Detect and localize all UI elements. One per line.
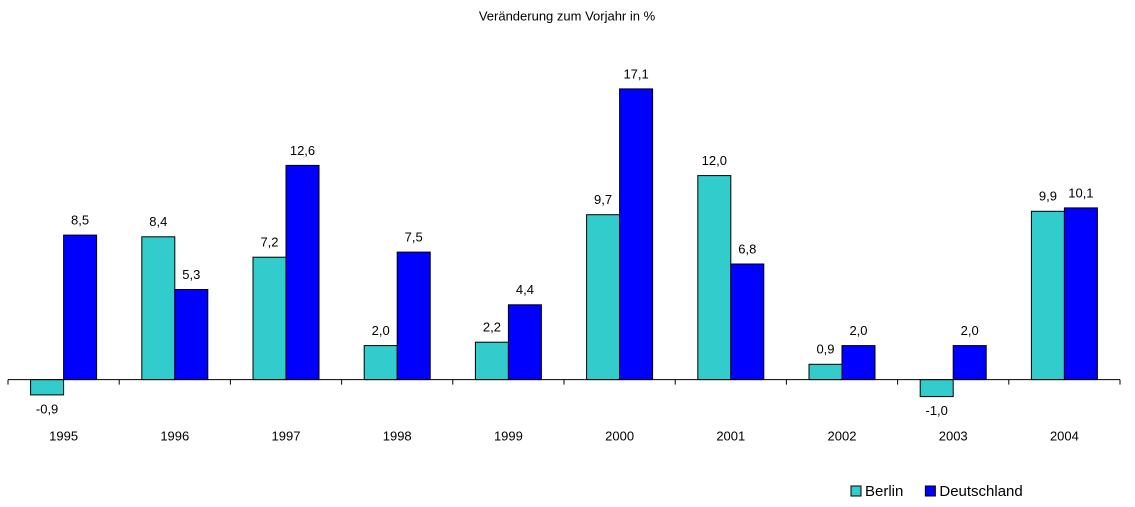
- value-label: -1,0: [925, 403, 947, 418]
- chart-title: Veränderung zum Vorjahr in %: [479, 8, 656, 23]
- value-label: 9,9: [1039, 189, 1057, 204]
- x-tick-label: 1996: [160, 428, 189, 443]
- x-tick-label: 1997: [272, 428, 301, 443]
- bar: [952, 345, 987, 381]
- bar: [841, 345, 876, 381]
- bar: [363, 345, 398, 381]
- value-label: 2,0: [372, 323, 390, 338]
- legend-label: Berlin: [865, 483, 903, 500]
- legend-label: Deutschland: [939, 483, 1022, 500]
- bar: [30, 379, 65, 396]
- value-label: 8,5: [71, 213, 89, 228]
- bar: [697, 175, 732, 381]
- bar: [919, 379, 954, 398]
- bar: [1063, 207, 1098, 381]
- value-label: 2,2: [483, 320, 501, 335]
- value-label: 9,7: [594, 192, 612, 207]
- bar: [63, 234, 98, 381]
- value-label: 7,5: [405, 230, 423, 245]
- bar: [730, 263, 765, 381]
- legend-swatch: [924, 485, 936, 497]
- x-tick-label: 2003: [939, 428, 968, 443]
- bar: [808, 363, 843, 381]
- bar: [474, 341, 509, 381]
- value-label: 4,4: [516, 282, 534, 297]
- x-tick-label: 1999: [494, 428, 523, 443]
- bar: [252, 256, 287, 381]
- x-tick-label: 1998: [383, 428, 412, 443]
- bar: [619, 88, 654, 381]
- value-label: 6,8: [738, 241, 756, 256]
- x-tick-label: 2002: [828, 428, 857, 443]
- x-tick-label: 2004: [1050, 428, 1079, 443]
- value-label: 7,2: [260, 235, 278, 250]
- x-tick-label: 1995: [49, 428, 78, 443]
- legend-swatch: [850, 485, 862, 497]
- value-label: 17,1: [623, 66, 648, 81]
- bar: [396, 251, 431, 381]
- value-label: 8,4: [149, 214, 167, 229]
- bar: [1030, 210, 1065, 381]
- value-label: 2,0: [961, 323, 979, 338]
- bar: [285, 164, 320, 381]
- bar: [174, 289, 209, 381]
- value-label: 2,0: [849, 323, 867, 338]
- bar: [141, 236, 176, 381]
- value-label: 5,3: [182, 267, 200, 282]
- value-label: 0,9: [816, 342, 834, 357]
- value-label: 10,1: [1068, 185, 1093, 200]
- x-tick-label: 2000: [605, 428, 634, 443]
- bar: [586, 214, 621, 381]
- value-label: 12,0: [702, 153, 727, 168]
- value-label: -0,9: [36, 401, 58, 416]
- x-tick-label: 2001: [716, 428, 745, 443]
- value-label: 12,6: [290, 143, 315, 158]
- bar: [507, 304, 542, 381]
